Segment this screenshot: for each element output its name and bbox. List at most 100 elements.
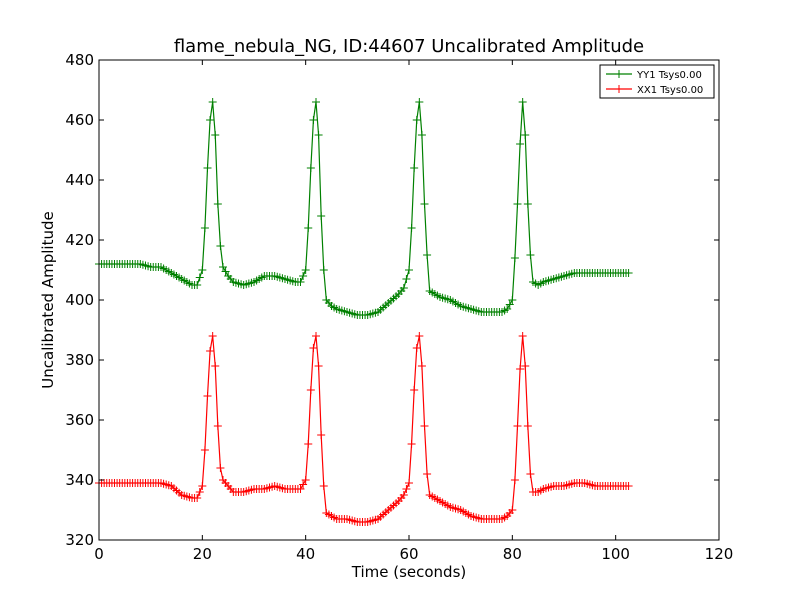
data-point [510,254,519,262]
legend-marker-1 [615,85,623,93]
data-point [213,200,222,208]
data-point [195,273,204,282]
data-point [208,332,217,340]
data-point [417,362,426,370]
ticks-layer: 0 20 40 60 80 100 120 320 340 360 380 400 420 440 460 4… [65,51,733,563]
data-point [206,347,215,355]
data-point [521,131,530,139]
data-point [508,296,517,304]
data-point [319,266,328,274]
data-point [314,131,323,139]
data-point [312,332,320,340]
series-layer [95,98,633,526]
data-point [405,266,413,274]
data-point [211,131,220,139]
y-tick-label: 320 [65,531,94,549]
x-tick-label: 80 [503,545,522,563]
data-point [314,362,323,370]
data-point [624,482,633,490]
legend-label-1: XX1 Tsys0.00 [637,85,703,96]
data-point [211,362,220,370]
series-markers-1 [95,332,633,526]
data-point [216,242,225,250]
series-markers-0 [95,98,633,319]
data-point [417,131,426,139]
data-point [399,491,408,499]
legend-marker-0 [615,70,623,78]
data-point [523,200,532,208]
data-point [526,251,535,259]
data-point [206,116,215,124]
data-point [317,212,326,220]
data-point [423,470,432,478]
data-point [518,332,527,340]
data-point [510,476,519,484]
data-point [195,488,204,496]
chart-title: flame_nebula_NG, ID:44607 Uncalibrated A… [174,36,644,57]
data-point [319,482,328,490]
y-tick-label: 440 [65,171,94,189]
data-point [407,224,416,232]
data-point [203,164,212,172]
data-point [516,140,525,148]
x-tick-label: 60 [399,545,418,563]
x-tick-label: 0 [94,545,104,563]
data-point [415,332,424,340]
legend-label-0: YY1 Tsys0.00 [636,70,702,81]
data-point [624,269,633,277]
data-point [503,305,512,313]
data-point [407,440,416,448]
data-point [312,98,320,106]
data-point [219,263,227,271]
data-point [213,422,222,430]
data-point [317,431,326,439]
y-tick-label: 360 [65,411,94,429]
data-point [208,98,217,106]
data-point [221,267,230,276]
data-point [299,272,308,280]
data-point [516,365,525,373]
data-point [216,464,225,472]
data-point [412,344,421,352]
data-point [296,485,305,493]
data-point [301,476,310,484]
data-point [513,200,522,208]
data-point [306,386,315,394]
data-point [198,482,207,490]
data-point [198,266,207,274]
data-point [309,344,318,352]
plot-area [99,60,719,540]
data-point [410,386,419,394]
data-point [513,422,522,430]
legend: YY1 Tsys0.00 XX1 Tsys0.00 [599,64,715,99]
data-point [304,440,313,448]
data-point [420,422,429,430]
data-point [402,275,411,283]
y-tick-label: 480 [65,51,94,69]
data-point [306,164,315,172]
data-point [508,506,517,514]
y-tick-label: 400 [65,291,94,309]
data-point [518,98,527,106]
y-axis-label: Uncalibrated Amplitude [39,211,57,388]
data-point [405,479,413,487]
x-tick-label: 100 [601,545,630,563]
data-point [521,362,530,370]
data-point [193,494,202,502]
data-point [200,224,209,232]
x-axis-label: Time (seconds) [351,563,467,581]
data-point [402,485,411,493]
data-point [304,224,313,232]
data-point [296,278,305,286]
data-point [410,164,419,172]
data-point [523,422,532,430]
y-tick-label: 420 [65,231,94,249]
data-point [423,251,432,259]
data-point [301,266,310,274]
y-tick-label: 460 [65,111,94,129]
data-point [412,116,421,124]
x-tick-label: 20 [193,545,212,563]
x-tick-label: 40 [296,545,315,563]
